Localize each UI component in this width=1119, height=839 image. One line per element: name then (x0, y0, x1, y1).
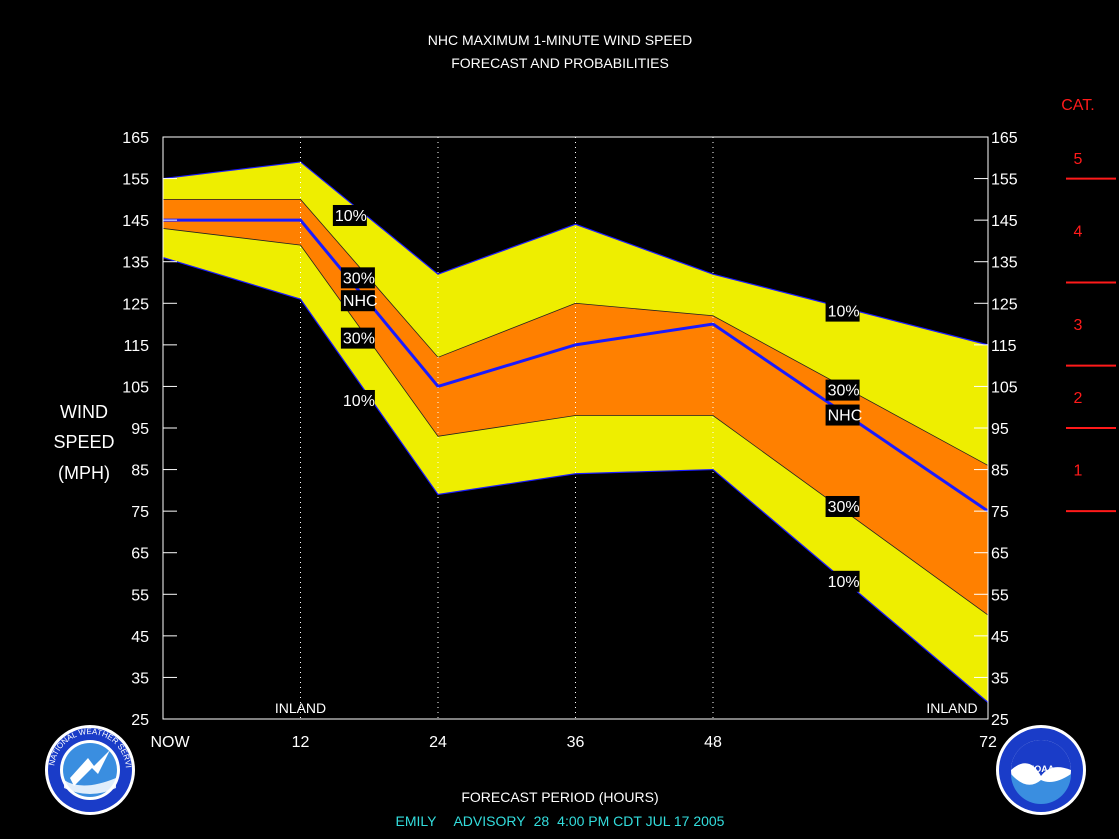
annotation-box (825, 300, 860, 322)
band-annotation: 10% (825, 300, 860, 322)
noaa-logo-text: NOAA (1028, 764, 1055, 774)
y-axis-label-line1: WIND (60, 402, 108, 422)
annotation-text: 10% (335, 208, 367, 225)
y-axis-label-line2: SPEED (53, 432, 114, 452)
annotation-text: 30% (828, 383, 860, 400)
axis-ticks: 25 25 35 35 45 45 55 55 65 65 75 75 85 85 95 95 105 105 11… (122, 130, 1018, 751)
band-annotation: 30% (825, 495, 860, 517)
y-tick-label-right: 115 (991, 338, 1017, 355)
y-tick-label-left: 125 (122, 296, 149, 313)
y-tick-label-left: 165 (122, 130, 149, 147)
band-annotation: 30% (340, 327, 375, 349)
y-tick-label-left: 105 (122, 379, 149, 396)
advisory-label: ADVISORY (453, 813, 526, 829)
band-edge-line (162, 256, 989, 703)
y-tick-label-left: 85 (131, 463, 149, 480)
category-label: 2 (1074, 390, 1083, 407)
annotation-box (825, 570, 860, 592)
category-label: 3 (1074, 317, 1083, 334)
chart-title: NHC MAXIMUM 1-MINUTE WIND SPEED (428, 32, 692, 48)
chart-subtitle: FORECAST AND PROBABILITIES (451, 55, 669, 71)
annotation-text: 10% (828, 574, 860, 591)
nws-logo: NATIONAL WEATHER SERVICE (45, 725, 135, 815)
storm-name: EMILY (396, 813, 438, 829)
band-annotation: 10% (332, 204, 367, 226)
band-edge-line (163, 198, 989, 466)
annotation-box (340, 267, 375, 289)
band-annotation: NHC (825, 404, 863, 426)
band-edge-line (162, 228, 989, 616)
annotation-text: 30% (343, 331, 375, 348)
annotation-box (825, 495, 860, 517)
annotation-text: 30% (828, 499, 860, 516)
nhc-forecast-line (163, 218, 989, 513)
y-tick-label-left: 55 (131, 587, 149, 604)
annotation-text: NHC (828, 408, 863, 425)
grid-lines (300, 137, 714, 719)
category-label: 4 (1074, 224, 1083, 241)
y-tick-label-right: 65 (991, 546, 1009, 563)
x-tick-label: 48 (704, 734, 722, 751)
x-tick-label: 72 (979, 734, 997, 751)
y-tick-label-right: 55 (991, 587, 1009, 604)
annotation-box (825, 379, 860, 401)
annotation-box (340, 327, 375, 349)
y-tick-label-right: 85 (991, 463, 1009, 480)
y-axis-label-line3: (MPH) (58, 463, 110, 483)
y-tick-label-left: 95 (131, 421, 149, 438)
annotation-text: 10% (343, 393, 375, 410)
category-label: 5 (1074, 151, 1083, 168)
y-tick-label-right: 145 (991, 213, 1018, 230)
annotation-box (340, 290, 375, 312)
category-label: 1 (1074, 463, 1083, 480)
y-tick-label-left: 45 (131, 629, 149, 646)
category-scale-title: CAT. (1061, 97, 1094, 114)
y-tick-label-left: 25 (131, 712, 149, 729)
x-tick-label: 12 (292, 734, 310, 751)
advisory-number: 28 (534, 813, 550, 829)
annotation-box (825, 404, 860, 426)
annotation-text: 30% (343, 270, 375, 287)
band-annotation: 10% (340, 389, 375, 411)
y-tick-label-left: 115 (123, 338, 149, 355)
inland-marker: INLAND (926, 700, 977, 716)
y-tick-label-right: 125 (991, 296, 1018, 313)
y-tick-label-left: 155 (122, 172, 149, 189)
x-tick-label: 24 (429, 734, 447, 751)
band-annotation: NHC (340, 290, 378, 312)
y-tick-label-left: 75 (131, 504, 149, 521)
y-tick-label-left: 65 (131, 546, 149, 563)
y-tick-label-right: 105 (991, 379, 1018, 396)
y-tick-label-right: 155 (991, 172, 1018, 189)
x-tick-label: 36 (567, 734, 585, 751)
band-annotations: 10% 30% NHC 30% 10% 10% 30% NHC 30% 10% (332, 204, 863, 592)
y-tick-label-right: 95 (991, 421, 1009, 438)
y-tick-label-left: 145 (122, 213, 149, 230)
y-tick-label-right: 135 (991, 255, 1018, 272)
advisory-line: EMILY ADVISORY 28 4:00 PM CDT JUL 17 2005 (396, 813, 725, 829)
band-annotation: 10% (825, 570, 860, 592)
y-tick-label-right: 45 (991, 629, 1009, 646)
y-tick-label-right: 75 (991, 504, 1009, 521)
band-annotation: 30% (825, 379, 860, 401)
y-tick-label-right: 35 (991, 670, 1009, 687)
annotation-box (332, 204, 367, 226)
band-annotation: 30% (340, 267, 375, 289)
annotation-box (340, 389, 375, 411)
y-tick-label-right: 165 (991, 130, 1018, 147)
y-tick-label-left: 35 (131, 670, 149, 687)
y-tick-label-right: 25 (991, 712, 1009, 729)
noaa-logo: NOAA (996, 725, 1086, 815)
x-tick-label: NOW (150, 734, 190, 751)
annotation-text: NHC (343, 293, 378, 310)
inland-marker: INLAND (275, 700, 326, 716)
issue-time: 4:00 PM CDT JUL 17 2005 (557, 813, 725, 829)
x-axis-label: FORECAST PERIOD (HOURS) (461, 789, 658, 805)
band-edge-line (162, 161, 989, 346)
annotation-text: 10% (828, 304, 860, 321)
y-tick-label-left: 135 (122, 255, 149, 272)
category-scale: CAT. 5 4 3 2 1 (1061, 97, 1116, 513)
